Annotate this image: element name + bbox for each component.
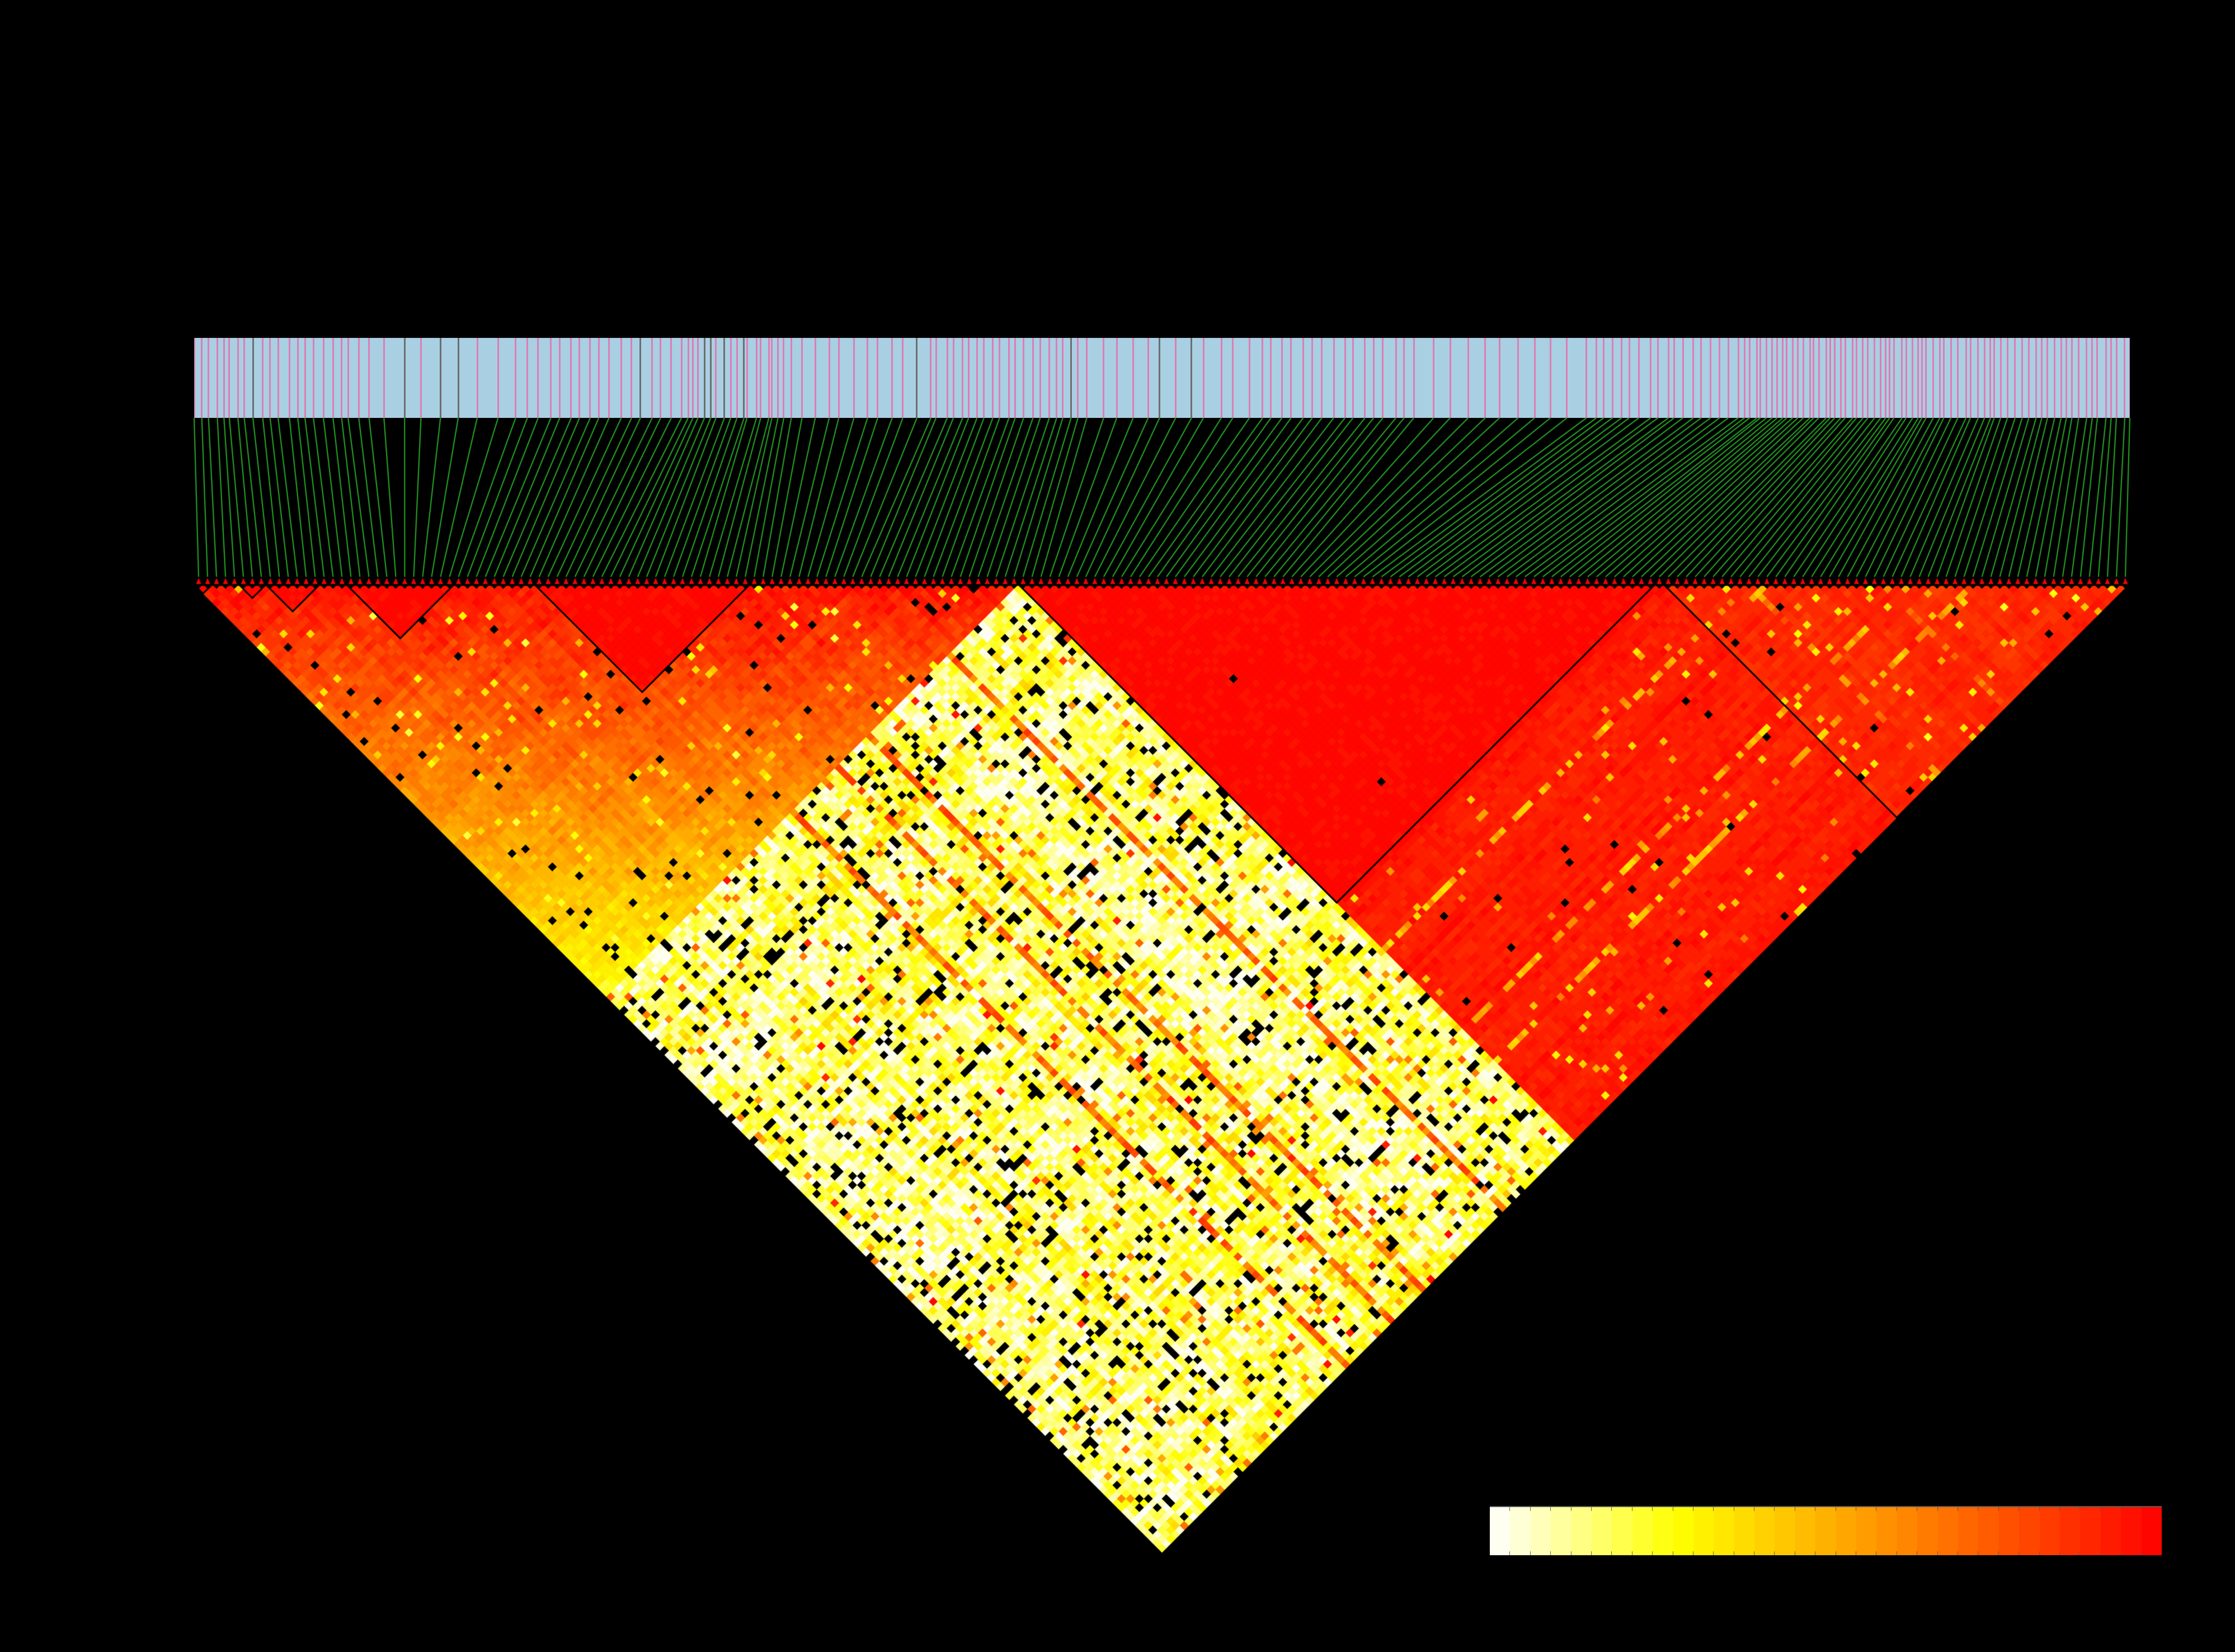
color-key-step: [1795, 1507, 1816, 1555]
color-key-step: [2100, 1507, 2121, 1555]
color-key-step: [1754, 1507, 1775, 1555]
color-key-step: [1775, 1507, 1795, 1555]
color-key-step: [1856, 1507, 1877, 1555]
color-key-step: [1958, 1507, 1979, 1555]
color-key-step: [1998, 1507, 2020, 1555]
color-key-step: [1693, 1507, 1714, 1555]
color-key-step: [2019, 1507, 2040, 1555]
color-key-step: [1653, 1507, 1673, 1555]
color-key-step: [1876, 1507, 1897, 1555]
color-key-legend: [1490, 1506, 2162, 1555]
color-key-step: [2059, 1507, 2081, 1555]
color-key-step: [1917, 1507, 1938, 1555]
color-key-step: [2080, 1507, 2101, 1555]
color-key-step: [1714, 1507, 1734, 1555]
color-key-step: [2121, 1507, 2142, 1555]
color-key-step: [1632, 1507, 1653, 1555]
color-key-step: [1612, 1507, 1632, 1555]
color-key-step: [1815, 1507, 1836, 1555]
color-key-step: [1571, 1507, 1592, 1555]
color-key-step: [1734, 1507, 1755, 1555]
color-key-step: [1490, 1507, 1511, 1555]
color-key-step: [1551, 1507, 1571, 1555]
color-key-step: [1673, 1507, 1693, 1555]
color-key-step: [1897, 1507, 1918, 1555]
color-key-step: [1937, 1507, 1958, 1555]
color-key-step: [1591, 1507, 1612, 1555]
color-key-step: [2141, 1507, 2162, 1555]
color-key-step: [1510, 1507, 1531, 1555]
color-key-step: [1530, 1507, 1551, 1555]
color-key-step: [1836, 1507, 1857, 1555]
color-key-step: [1978, 1507, 1999, 1555]
color-key-step: [2039, 1507, 2060, 1555]
